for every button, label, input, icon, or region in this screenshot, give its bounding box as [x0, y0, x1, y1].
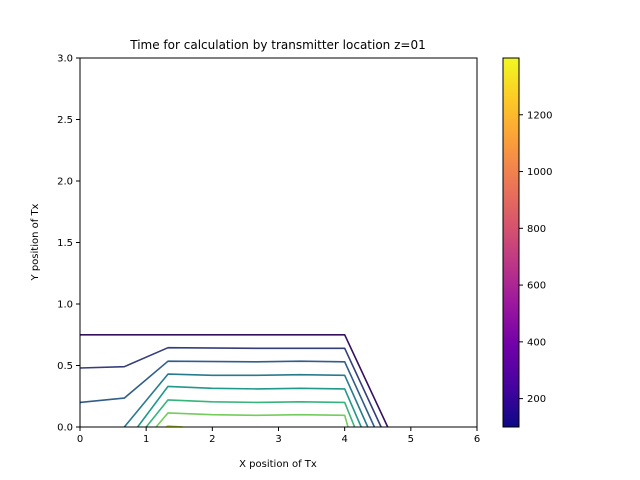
y-tick-label: 0.5: [57, 361, 73, 372]
y-axis-label: Y position of Tx: [30, 203, 41, 281]
contour-line-6: [145, 399, 356, 428]
contour-line-4: [123, 373, 369, 428]
colorbar-axis: 200 400 600 800 1000 1200: [519, 110, 552, 405]
contour-lines: [79, 334, 389, 428]
contour-line-1: [80, 334, 389, 428]
x-tick-label: 3: [275, 434, 281, 445]
chart-title: Time for calculation by transmitter loca…: [129, 38, 425, 52]
x-tick-label: 6: [474, 434, 480, 445]
colorbar-tick-label: 800: [527, 224, 546, 235]
x-tick-label: 0: [77, 434, 83, 445]
contour-line-7: [155, 412, 349, 428]
y-axis: 0.0 0.5 1.0 1.5 2.0 2.5 3.0: [57, 54, 80, 434]
colorbar-tick-label: 400: [527, 337, 546, 348]
contour-line-3: [79, 360, 376, 428]
contour-line-5: [136, 385, 362, 428]
y-tick-label: 2.0: [57, 177, 73, 188]
y-tick-label: 2.5: [57, 115, 73, 126]
y-tick-label: 3.0: [57, 54, 73, 65]
y-tick-label: 1.0: [57, 300, 73, 311]
x-axis: 0 1 2 3 4 5 6: [77, 427, 480, 445]
x-tick-label: 5: [408, 434, 414, 445]
x-axis-label: X position of Tx: [239, 459, 317, 470]
contour-line-2: [79, 346, 382, 428]
y-tick-label: 0.0: [57, 423, 73, 434]
colorbar-tick-label: 1200: [527, 110, 552, 121]
colorbar-tick-label: 1000: [527, 167, 552, 178]
y-tick-label: 1.5: [57, 238, 73, 249]
colorbar: [502, 57, 520, 428]
x-tick-label: 4: [341, 434, 347, 445]
colorbar-tick-label: 200: [527, 394, 546, 405]
x-tick-label: 1: [143, 434, 149, 445]
colorbar-tick-label: 600: [527, 281, 546, 292]
plot-frame: [79, 57, 478, 428]
x-tick-label: 2: [209, 434, 215, 445]
